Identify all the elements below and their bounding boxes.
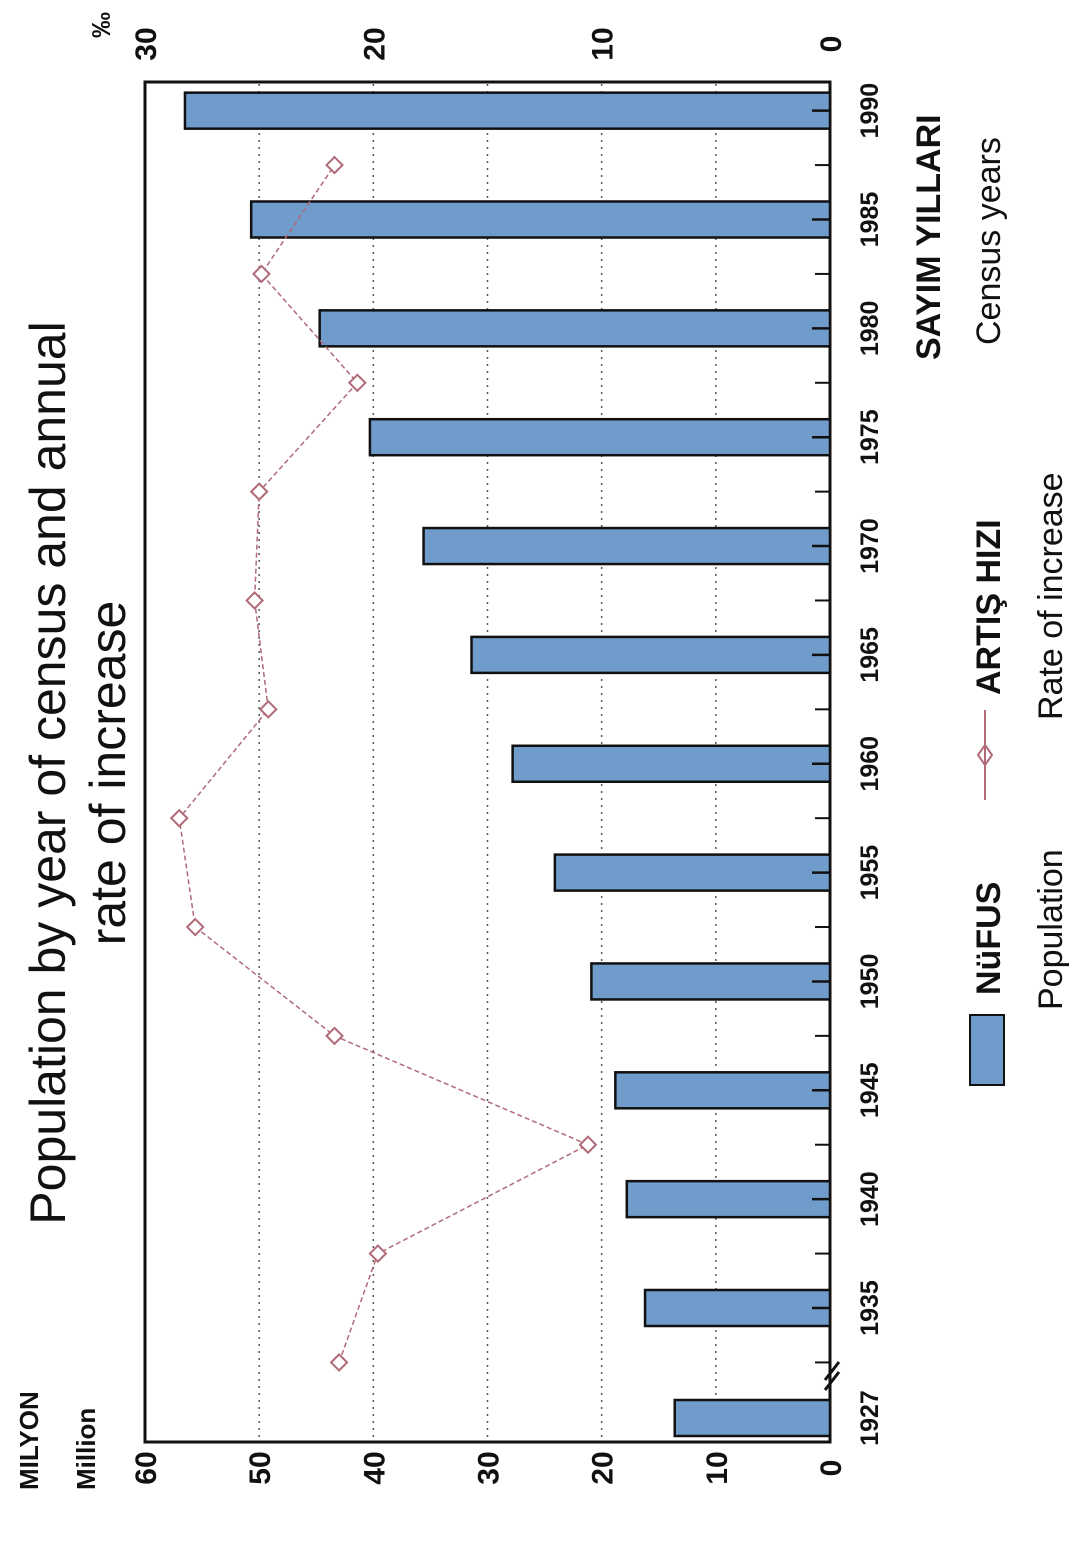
rate-point-1932 — [329, 1353, 349, 1372]
chart-title-line-1: Population by year of census and annual — [20, 321, 76, 1224]
left-tick-label: 50 — [244, 1451, 277, 1484]
rate-point-1987 — [325, 155, 344, 175]
year-label-1985: 1985 — [856, 192, 884, 248]
rate-point-1952 — [185, 917, 205, 937]
rate-line — [169, 155, 598, 1372]
right-axis-tick-labels: 0 10 20 30 — [130, 27, 848, 60]
legend-population-en: Population — [1032, 849, 1070, 1010]
year-label-1935: 1935 — [856, 1280, 884, 1336]
right-tick-label: 20 — [358, 27, 391, 60]
population-bar-1975 — [368, 417, 832, 457]
right-axis-label: ‰ — [86, 12, 116, 38]
rate-polyline — [178, 164, 590, 1363]
year-labels: 1927 1935 1940 1945 1950 1955 1960 1965 1970 1975… — [856, 83, 884, 1446]
right-tick-label: 10 — [587, 27, 620, 60]
left-axis-label-en: Million — [71, 1408, 101, 1490]
year-label-1980: 1980 — [856, 301, 884, 357]
year-label-1960: 1960 — [856, 736, 884, 792]
population-bar-1970 — [422, 526, 832, 566]
population-bar-1980 — [318, 309, 832, 348]
chart-title-line-2: rate of increase — [80, 601, 136, 946]
legend-rate-en: Rate of increase — [1032, 472, 1070, 720]
year-tick-marks — [812, 109, 830, 1364]
legend: NüFUS Population ARTIŞ HIZI Rate of incr… — [969, 472, 1070, 1086]
population-bar-1960 — [511, 744, 832, 783]
rate-point-1977 — [347, 373, 367, 393]
rate-point-1972 — [249, 482, 269, 502]
rate-point-1937 — [368, 1244, 388, 1263]
rate-point-1947 — [325, 1026, 344, 1046]
legend-population-tr: NüFUS — [970, 882, 1008, 995]
year-label-1955: 1955 — [856, 845, 884, 901]
population-bar-1945 — [614, 1071, 832, 1110]
year-label-1945: 1945 — [856, 1062, 884, 1118]
axis-break-mark — [823, 1361, 841, 1391]
left-tick-label: 40 — [358, 1451, 391, 1484]
left-axis-label-tr: MILYON — [14, 1391, 44, 1490]
left-tick-label: 0 — [815, 1460, 848, 1477]
population-bar-1965 — [470, 635, 832, 675]
x-axis-label-en: Census years — [970, 137, 1008, 345]
right-tick-label: 0 — [815, 36, 848, 53]
rate-point-1967 — [245, 591, 265, 610]
left-axis-tick-labels: 0 10 20 30 40 50 60 — [130, 1451, 848, 1484]
population-bar-1985 — [249, 200, 832, 239]
rate-point-1982 — [252, 264, 271, 284]
year-label-1927: 1927 — [856, 1390, 884, 1446]
population-bar-1950 — [590, 962, 832, 1001]
population-bar-1935 — [643, 1288, 832, 1328]
left-tick-label: 60 — [130, 1451, 163, 1484]
population-bars — [183, 91, 832, 1438]
population-bar-1955 — [553, 853, 832, 892]
left-tick-label: 10 — [701, 1451, 734, 1484]
rate-point-1962 — [258, 699, 278, 719]
rate-point-1957 — [169, 808, 189, 828]
year-label-1950: 1950 — [856, 954, 884, 1010]
left-tick-label: 20 — [587, 1451, 620, 1484]
population-bar-1940 — [625, 1179, 832, 1219]
population-bar-1927 — [673, 1398, 832, 1438]
rate-point-1942 — [578, 1135, 598, 1155]
year-label-1975: 1975 — [856, 409, 884, 465]
legend-rate-marker — [976, 743, 994, 767]
left-tick-label: 30 — [473, 1451, 506, 1484]
year-label-1990: 1990 — [856, 83, 884, 139]
year-label-1965: 1965 — [856, 627, 884, 683]
year-label-1970: 1970 — [856, 518, 884, 574]
legend-population-swatch — [969, 1014, 1005, 1086]
x-axis-label-tr: SAYIM YILLARI — [910, 114, 948, 360]
population-bar-1990 — [183, 91, 832, 130]
right-tick-label: 30 — [130, 27, 163, 60]
year-label-1940: 1940 — [856, 1171, 884, 1227]
legend-rate-tr: ARTIŞ HIZI — [970, 519, 1008, 695]
